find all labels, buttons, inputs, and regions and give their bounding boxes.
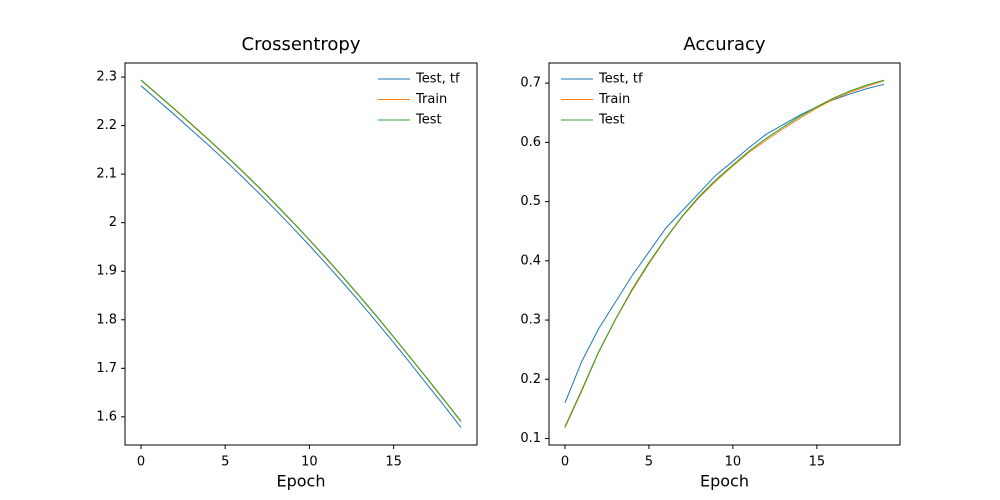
y-tick-label: 0.5 (520, 194, 541, 209)
y-tick-label: 2 (109, 215, 117, 230)
x-tick-label: 5 (645, 455, 653, 470)
y-tick-label: 0.6 (520, 135, 541, 150)
y-tick-label: 1.6 (96, 409, 117, 424)
y-tick-label: 1.8 (96, 312, 117, 327)
legend-label: Test (598, 113, 625, 128)
chart-title: Accuracy (683, 34, 766, 55)
legend-label: Test, tf (598, 72, 643, 87)
series-line (140, 80, 462, 423)
y-tick-label: 0.3 (520, 313, 541, 328)
x-tick-label: 0 (561, 455, 569, 470)
legend-label: Test, tf (415, 72, 460, 87)
series-line (564, 80, 885, 429)
y-tick-label: 1.9 (96, 264, 117, 279)
x-tick-label: 0 (137, 455, 145, 470)
y-tick-label: 0.4 (520, 253, 541, 268)
y-tick-label: 2.3 (96, 70, 117, 85)
y-tick-label: 2.2 (96, 118, 117, 133)
x-axis-label: Epoch (700, 472, 749, 491)
legend-label: Test (415, 113, 442, 128)
x-tick-label: 15 (809, 455, 826, 470)
y-tick-label: 0.1 (520, 431, 541, 446)
y-tick-label: 0.2 (520, 372, 541, 387)
x-tick-label: 10 (725, 455, 742, 470)
y-tick-label: 1.7 (96, 361, 117, 376)
legend-label: Train (415, 92, 447, 107)
axes-frame (124, 62, 478, 446)
legend-label: Train (598, 92, 630, 107)
y-tick-label: 2.1 (96, 167, 117, 182)
x-tick-label: 5 (221, 455, 229, 470)
series-line (564, 79, 885, 427)
x-tick-label: 15 (385, 455, 402, 470)
x-axis-label: Epoch (277, 472, 326, 491)
series-line (140, 85, 462, 428)
series-line (140, 79, 462, 422)
y-tick-label: 0.7 (520, 76, 541, 91)
x-tick-label: 10 (301, 455, 318, 470)
axes-frame (548, 62, 901, 446)
chart-title: Crossentropy (242, 34, 361, 55)
series-line (564, 83, 885, 404)
